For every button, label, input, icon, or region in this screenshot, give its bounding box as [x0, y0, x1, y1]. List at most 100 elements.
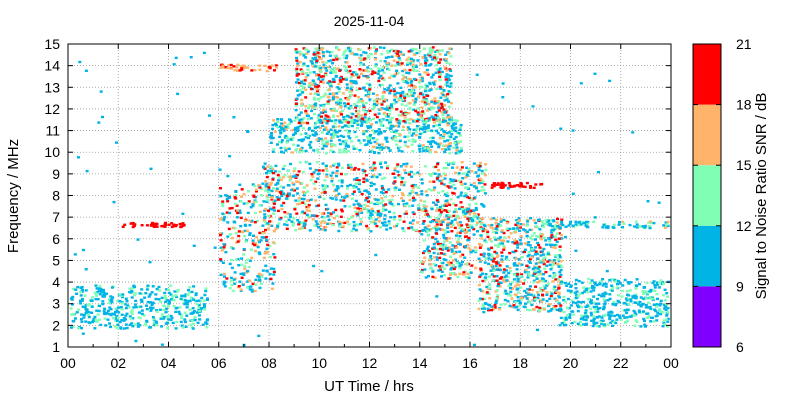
- snr-pixel: [272, 267, 276, 271]
- snr-pixel: [352, 190, 356, 193]
- snr-pixel: [316, 116, 320, 120]
- snr-pixel: [169, 318, 173, 322]
- snr-pixel: [534, 262, 538, 265]
- snr-pixel: [391, 172, 395, 175]
- snr-pixel: [424, 190, 428, 193]
- snr-pixel: [393, 73, 397, 76]
- snr-pixel: [420, 260, 424, 264]
- snr-pixel: [346, 98, 350, 101]
- snr-pixel: [422, 112, 426, 115]
- snr-pixel: [354, 182, 358, 185]
- snr-pixel: [363, 113, 367, 116]
- snr-pixel: [407, 194, 411, 197]
- snr-pixel: [337, 57, 341, 60]
- snr-pixel: [397, 146, 400, 150]
- snr-pixel: [530, 238, 534, 241]
- snr-pixel: [596, 307, 600, 311]
- snr-pixel: [167, 318, 170, 321]
- snr-pixel: [356, 112, 360, 116]
- snr-pixel: [462, 212, 466, 216]
- snr-pixel: [285, 194, 289, 198]
- snr-pixel: [345, 78, 348, 81]
- snr-pixel: [425, 99, 429, 102]
- snr-pixel: [554, 298, 558, 302]
- snr-pixel: [463, 256, 467, 259]
- snr-pixel: [666, 224, 670, 228]
- snr-pixel: [482, 310, 486, 314]
- snr-pixel: [465, 186, 469, 189]
- snr-pixel: [291, 194, 295, 197]
- snr-pixel: [429, 263, 433, 266]
- snr-pixel: [174, 310, 178, 314]
- snr-pixel: [483, 174, 487, 177]
- snr-pixel: [560, 280, 564, 284]
- snr-pixel: [316, 148, 319, 151]
- snr-pixel: [583, 290, 587, 293]
- x-tick-label: 02: [110, 355, 126, 371]
- snr-pixel: [231, 247, 235, 250]
- snr-pixel: [279, 146, 283, 150]
- snr-pixel: [368, 91, 371, 94]
- snr-pixel: [395, 54, 399, 57]
- snr-pixel: [502, 239, 506, 242]
- snr-pixel: [237, 230, 241, 233]
- snr-pixel: [477, 181, 481, 185]
- snr-pixel: [440, 270, 444, 273]
- snr-pixel: [618, 221, 621, 224]
- snr-pixel: [298, 202, 302, 205]
- y-tick-label: 8: [52, 188, 60, 204]
- snr-pixel: [408, 118, 411, 121]
- snr-pixel: [568, 315, 572, 318]
- snr-pixel: [149, 309, 153, 312]
- snr-pixel: [456, 221, 460, 224]
- snr-pixel: [460, 224, 464, 227]
- snr-pixel: [513, 262, 517, 265]
- snr-pixel: [272, 270, 276, 274]
- snr-pixel: [403, 96, 407, 100]
- snr-pixel: [314, 102, 318, 105]
- snr-pixel: [441, 247, 445, 251]
- snr-pixel: [317, 84, 321, 88]
- snr-pixel: [306, 50, 310, 53]
- snr-pixel: [258, 279, 262, 282]
- snr-pixel: [360, 119, 364, 123]
- snr-pixel: [499, 239, 503, 242]
- snr-pixel: [375, 146, 379, 149]
- snr-pixel: [324, 114, 328, 117]
- snr-pixel: [411, 204, 415, 207]
- snr-pixel: [241, 66, 245, 69]
- snr-pixel: [296, 173, 299, 177]
- snr-pixel: [425, 119, 429, 122]
- snr-pixel: [167, 291, 171, 295]
- snr-pixel: [180, 294, 184, 297]
- snr-pixel: [291, 224, 295, 227]
- snr-pixel: [538, 279, 542, 283]
- snr-pixel: [542, 247, 546, 251]
- y-tick-label: 2: [52, 317, 60, 333]
- snr-pixel: [417, 207, 421, 210]
- snr-pixel: [369, 133, 373, 137]
- snr-pixel: [160, 225, 164, 228]
- snr-pixel: [152, 322, 156, 325]
- snr-pixel: [527, 260, 531, 263]
- snr-pixel: [253, 199, 257, 202]
- snr-pixel: [337, 125, 341, 128]
- snr-pixel: [504, 274, 508, 277]
- snr-pixel: [385, 64, 389, 68]
- snr-pixel: [314, 199, 318, 202]
- snr-pixel: [454, 250, 458, 254]
- snr-pixel: [392, 135, 396, 138]
- snr-pixel: [397, 99, 401, 102]
- snr-pixel: [428, 215, 432, 219]
- snr-pixel: [410, 226, 414, 229]
- snr-pixel: [196, 321, 200, 324]
- snr-pixel: [358, 48, 362, 51]
- snr-pixel: [188, 291, 192, 294]
- snr-pixel: [322, 128, 326, 131]
- snr-pixel: [281, 124, 285, 127]
- snr-pixel: [292, 217, 296, 220]
- snr-pixel: [528, 228, 532, 232]
- snr-pixel: [358, 182, 361, 186]
- snr-pixel: [418, 92, 422, 95]
- snr-pixel: [460, 161, 464, 164]
